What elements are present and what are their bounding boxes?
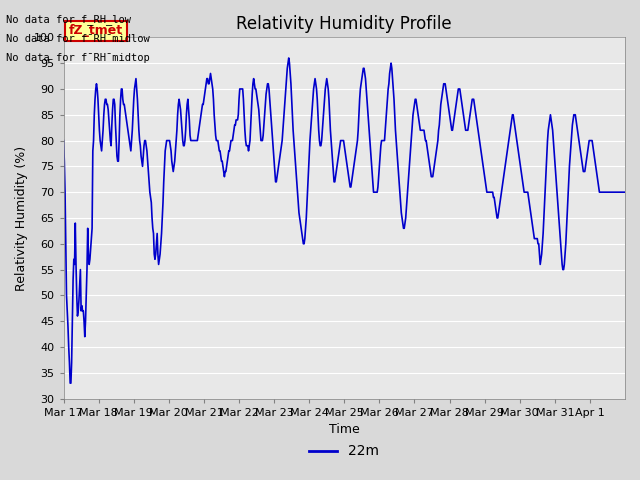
Text: No data for f¯RH¯midlow: No data for f¯RH¯midlow	[6, 34, 150, 44]
Legend: 22m: 22m	[304, 439, 385, 464]
X-axis label: Time: Time	[329, 423, 360, 436]
Text: fZ_tmet: fZ_tmet	[69, 24, 124, 37]
Title: Relativity Humidity Profile: Relativity Humidity Profile	[236, 15, 452, 33]
Text: No data for f¯RH¯midtop: No data for f¯RH¯midtop	[6, 53, 150, 63]
Y-axis label: Relativity Humidity (%): Relativity Humidity (%)	[15, 145, 28, 290]
Text: No data for f_RH_low: No data for f_RH_low	[6, 14, 131, 25]
